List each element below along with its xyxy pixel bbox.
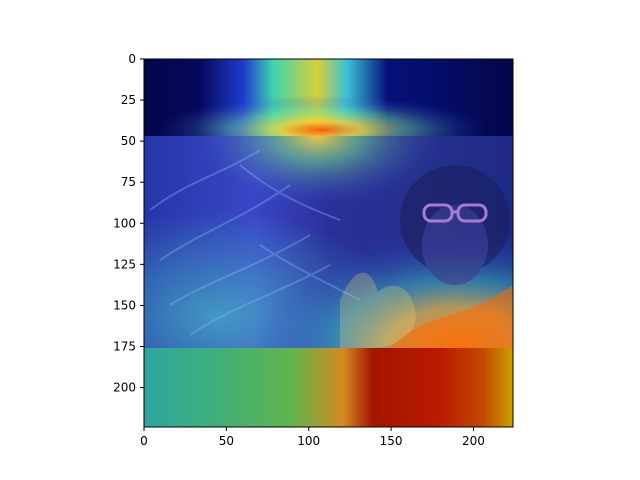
y-tick-label: 150 [113, 298, 136, 312]
x-axis: 0 50 100 150 200 [140, 427, 485, 448]
y-tick-label: 50 [121, 134, 136, 148]
x-tick-label: 0 [140, 434, 148, 448]
x-tick-label: 100 [297, 434, 320, 448]
y-tick-label: 75 [121, 175, 136, 189]
y-tick-label: 25 [121, 93, 136, 107]
image-plot [144, 59, 513, 427]
x-tick-label: 50 [219, 434, 234, 448]
y-tick-label: 175 [113, 340, 136, 354]
y-tick-label: 200 [113, 381, 136, 395]
bottom-heatmap-region [144, 348, 513, 427]
photo-region [144, 136, 513, 348]
person-silhouette [340, 165, 510, 348]
y-tick-label: 100 [113, 216, 136, 230]
top-hot-spot [144, 59, 513, 136]
x-tick-label: 200 [462, 434, 485, 448]
y-tick-label: 125 [113, 257, 136, 271]
y-axis: 0 25 50 75 100 125 150 175 200 [113, 52, 144, 395]
y-tick-label: 0 [128, 52, 136, 66]
plot-frame [143, 58, 514, 428]
x-tick-label: 150 [380, 434, 403, 448]
